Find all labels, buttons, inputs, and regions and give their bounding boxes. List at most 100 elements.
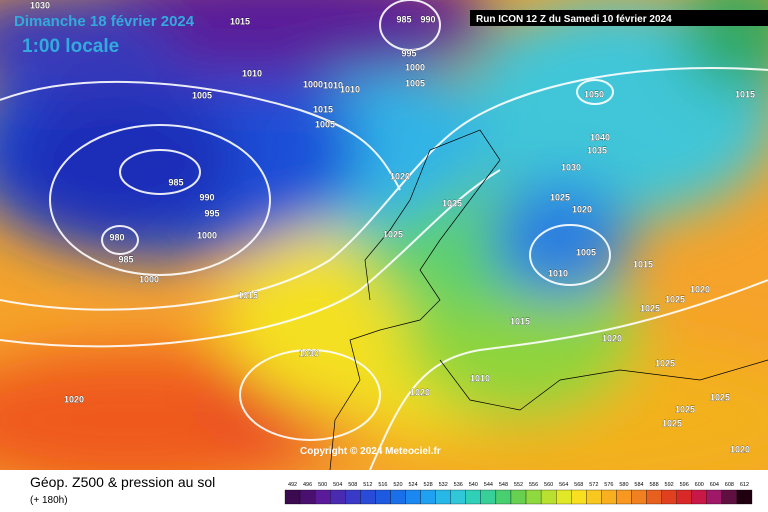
- isobar-label: 1000: [197, 230, 217, 240]
- isobar-label: 1005: [405, 78, 425, 88]
- isobar-label: 1020: [602, 333, 622, 343]
- copyright: Copyright © 2024 Meteociel.fr: [300, 446, 441, 457]
- isobar-label: 1015: [735, 89, 755, 99]
- isobar-label: 1020: [410, 387, 430, 397]
- isobar-label: 985: [118, 254, 133, 264]
- isobar-label: 1030: [299, 348, 319, 358]
- footer-lead: (+ 180h): [30, 495, 68, 506]
- run: Run ICON 12 Z du Samedi 10 février 2024: [476, 14, 672, 25]
- legend-swatch: [495, 489, 512, 505]
- legend-level: 572: [589, 482, 598, 488]
- legend-swatch: [646, 489, 662, 505]
- legend-swatch: [661, 489, 677, 505]
- legend-level: 596: [680, 482, 689, 488]
- legend-level: 508: [348, 482, 357, 488]
- legend-level: 604: [710, 482, 719, 488]
- isobar-label: 995: [401, 48, 416, 58]
- legend-swatch: [691, 489, 707, 505]
- isobar-label: 985: [168, 177, 183, 187]
- legend-level: 548: [499, 482, 508, 488]
- isobar-label: 1035: [587, 145, 607, 155]
- isobar-label: 1025: [655, 358, 675, 368]
- isobar-label: 1020: [730, 444, 750, 454]
- legend-level: 600: [695, 482, 704, 488]
- legend-level: 532: [439, 482, 448, 488]
- isobar-label: 1015: [633, 259, 653, 269]
- date: Dimanche 18 février 2024: [14, 13, 195, 30]
- legend-swatch: [450, 489, 466, 505]
- isobar-label: 1000: [405, 62, 425, 72]
- legend-swatch: [360, 489, 376, 505]
- legend-swatch: [480, 489, 497, 505]
- legend-level: 552: [514, 482, 523, 488]
- isobar-label: 995: [204, 208, 219, 218]
- legend-level: 536: [454, 482, 463, 488]
- isobar-label: 990: [199, 192, 214, 202]
- isobar-label: 1020: [690, 284, 710, 294]
- legend-level: 540: [469, 482, 478, 488]
- legend-swatch: [556, 489, 572, 505]
- isobar-label: 1005: [576, 247, 596, 257]
- legend-swatch: [314, 489, 331, 505]
- legend-swatch: [586, 489, 602, 505]
- isobar-label: 1025: [675, 404, 695, 414]
- isobar-label: 1000: [303, 79, 323, 89]
- legend-swatch: [676, 489, 692, 505]
- isobar-label: 1010: [242, 68, 262, 78]
- legend-level: 560: [544, 482, 553, 488]
- isobars: [0, 0, 768, 470]
- legend-level: 512: [363, 482, 372, 488]
- isobar-label: 1010: [340, 84, 360, 94]
- legend-level: 496: [303, 482, 312, 488]
- legend-swatch: [420, 489, 436, 505]
- legend-swatch: [601, 489, 617, 505]
- isobar-label: 1040: [590, 132, 610, 142]
- isobar-label: 1025: [662, 418, 682, 428]
- legend-level: 528: [424, 482, 433, 488]
- coastlines: [329, 129, 768, 470]
- legend-level: 580: [619, 482, 628, 488]
- legend-swatch: [540, 489, 557, 505]
- legend-level: 612: [740, 482, 749, 488]
- isobar-label: 980: [109, 232, 124, 242]
- isobar-label: 1005: [192, 90, 212, 100]
- isobar-label: 1030: [561, 162, 581, 172]
- legend-level: 564: [559, 482, 568, 488]
- legend-level: 576: [604, 482, 613, 488]
- field: [0, 0, 768, 470]
- legend-swatch: [721, 489, 738, 505]
- legend-swatch: [435, 489, 451, 505]
- legend-swatch: [616, 489, 632, 505]
- legend-swatch: [631, 489, 647, 505]
- isobar-label: 1015: [510, 316, 530, 326]
- legend-swatch: [375, 489, 391, 505]
- isobar-label: 1020: [572, 204, 592, 214]
- legend-level: 568: [574, 482, 583, 488]
- legend-level: 524: [408, 482, 417, 488]
- isobar-label: 990: [420, 14, 435, 24]
- legend-level: 516: [378, 482, 387, 488]
- legend: 492 496 500 504 508 512 516 520 524 528 532 536 540 5…: [284, 482, 753, 505]
- isobar-label: 1010: [323, 80, 343, 90]
- isobar-label: 1025: [383, 229, 403, 239]
- legend-swatch: [736, 489, 753, 505]
- isobar-label: 1025: [710, 392, 730, 402]
- isobar-label: 1010: [548, 268, 568, 278]
- isobar-label: 1050: [584, 89, 604, 99]
- isobar-label: 985: [396, 14, 411, 24]
- legend-level: 520: [393, 482, 402, 488]
- isobar-label: 1030: [30, 0, 50, 10]
- footer-title: Géop. Z500 & pression au sol: [30, 474, 215, 490]
- legend-level: 592: [665, 482, 674, 488]
- legend-swatch: [510, 489, 527, 505]
- isobar-label: 1005: [315, 119, 335, 129]
- isobar-label: 1000: [139, 274, 159, 284]
- legend-level: 584: [634, 482, 643, 488]
- run-box: [470, 10, 768, 26]
- isobar-label: 1015: [238, 290, 258, 300]
- legend-swatch: [299, 489, 316, 505]
- time: 1:00 locale: [22, 36, 119, 57]
